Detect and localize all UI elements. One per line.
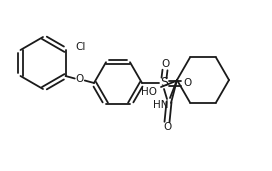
Text: HN: HN (153, 100, 169, 110)
Text: O: O (161, 59, 169, 69)
Text: S: S (160, 76, 168, 89)
Text: O: O (163, 122, 171, 132)
Text: Cl: Cl (76, 42, 86, 52)
Text: O: O (76, 75, 84, 84)
Text: O: O (183, 78, 191, 88)
Text: HO: HO (141, 87, 157, 97)
